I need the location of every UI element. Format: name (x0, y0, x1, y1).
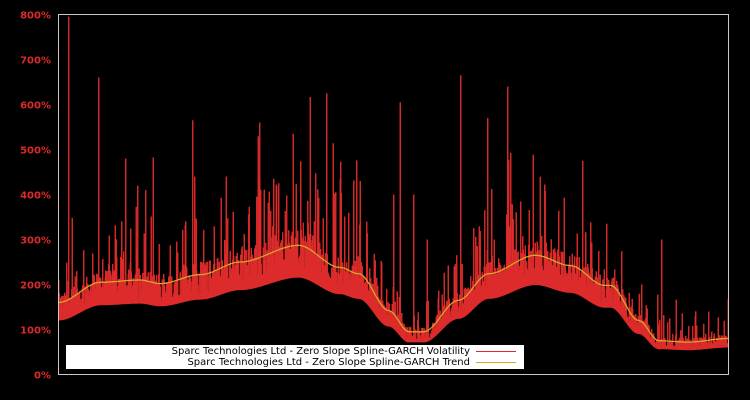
y-tick-label: 500% (20, 146, 51, 157)
legend-item-volatility: Sparc Technologies Ltd - Zero Slope Spli… (172, 346, 516, 357)
y-tick-label: 200% (20, 281, 51, 292)
y-tick-label: 700% (20, 56, 51, 67)
y-tick-label: 600% (20, 101, 51, 112)
y-tick-label: 0% (34, 371, 51, 382)
legend-swatch-volatility (476, 351, 516, 352)
legend-label-trend: Sparc Technologies Ltd - Zero Slope Spli… (187, 357, 470, 368)
y-axis-ticks: 0% 100% 200% 300% 400% 500% 600% 700% 800% (20, 11, 51, 382)
legend-swatch-trend (476, 362, 516, 363)
y-tick-label: 100% (20, 326, 51, 337)
legend-item-trend: Sparc Technologies Ltd - Zero Slope Spli… (187, 357, 516, 368)
y-tick-label: 800% (20, 11, 51, 22)
trend-series (58, 244, 729, 343)
y-tick-label: 300% (20, 236, 51, 247)
plot-frame (58, 14, 729, 375)
legend: Sparc Technologies Ltd - Zero Slope Spli… (66, 345, 524, 369)
y-tick-label: 400% (20, 191, 51, 202)
legend-label-volatility: Sparc Technologies Ltd - Zero Slope Spli… (171, 346, 470, 357)
